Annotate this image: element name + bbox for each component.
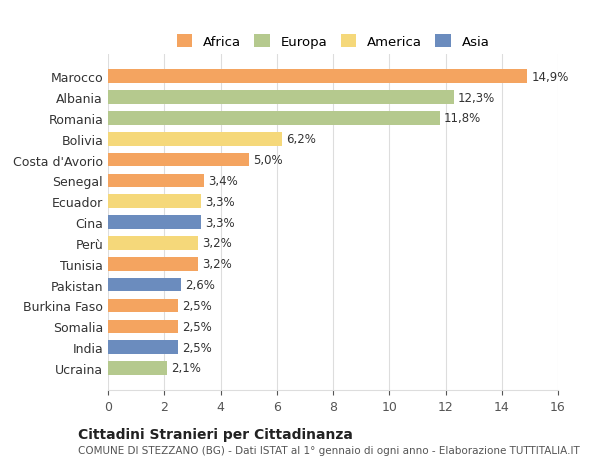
Text: 6,2%: 6,2%: [287, 133, 316, 146]
Text: 2,5%: 2,5%: [182, 320, 212, 333]
Text: 14,9%: 14,9%: [531, 71, 569, 84]
Text: 3,3%: 3,3%: [205, 196, 235, 208]
Bar: [108, 133, 283, 146]
Text: Cittadini Stranieri per Cittadinanza: Cittadini Stranieri per Cittadinanza: [78, 427, 353, 441]
Bar: [108, 237, 198, 250]
Bar: [108, 299, 178, 313]
Bar: [108, 91, 454, 105]
Bar: [108, 112, 440, 125]
Text: 2,5%: 2,5%: [182, 341, 212, 354]
Text: 2,6%: 2,6%: [185, 279, 215, 291]
Bar: [108, 70, 527, 84]
Bar: [108, 174, 203, 188]
Text: 3,2%: 3,2%: [202, 257, 232, 271]
Bar: [108, 257, 198, 271]
Text: 5,0%: 5,0%: [253, 154, 283, 167]
Bar: [108, 320, 178, 333]
Bar: [108, 341, 178, 354]
Text: 3,2%: 3,2%: [202, 237, 232, 250]
Legend: Africa, Europa, America, Asia: Africa, Europa, America, Asia: [170, 28, 496, 56]
Text: 2,5%: 2,5%: [182, 299, 212, 312]
Text: COMUNE DI STEZZANO (BG) - Dati ISTAT al 1° gennaio di ogni anno - Elaborazione T: COMUNE DI STEZZANO (BG) - Dati ISTAT al …: [78, 445, 580, 455]
Text: 12,3%: 12,3%: [458, 91, 496, 104]
Bar: [108, 195, 201, 208]
Bar: [108, 153, 248, 167]
Text: 11,8%: 11,8%: [444, 112, 481, 125]
Bar: [108, 216, 201, 230]
Bar: [108, 361, 167, 375]
Text: 2,1%: 2,1%: [171, 362, 201, 375]
Bar: [108, 278, 181, 292]
Text: 3,4%: 3,4%: [208, 174, 238, 188]
Text: 3,3%: 3,3%: [205, 216, 235, 229]
